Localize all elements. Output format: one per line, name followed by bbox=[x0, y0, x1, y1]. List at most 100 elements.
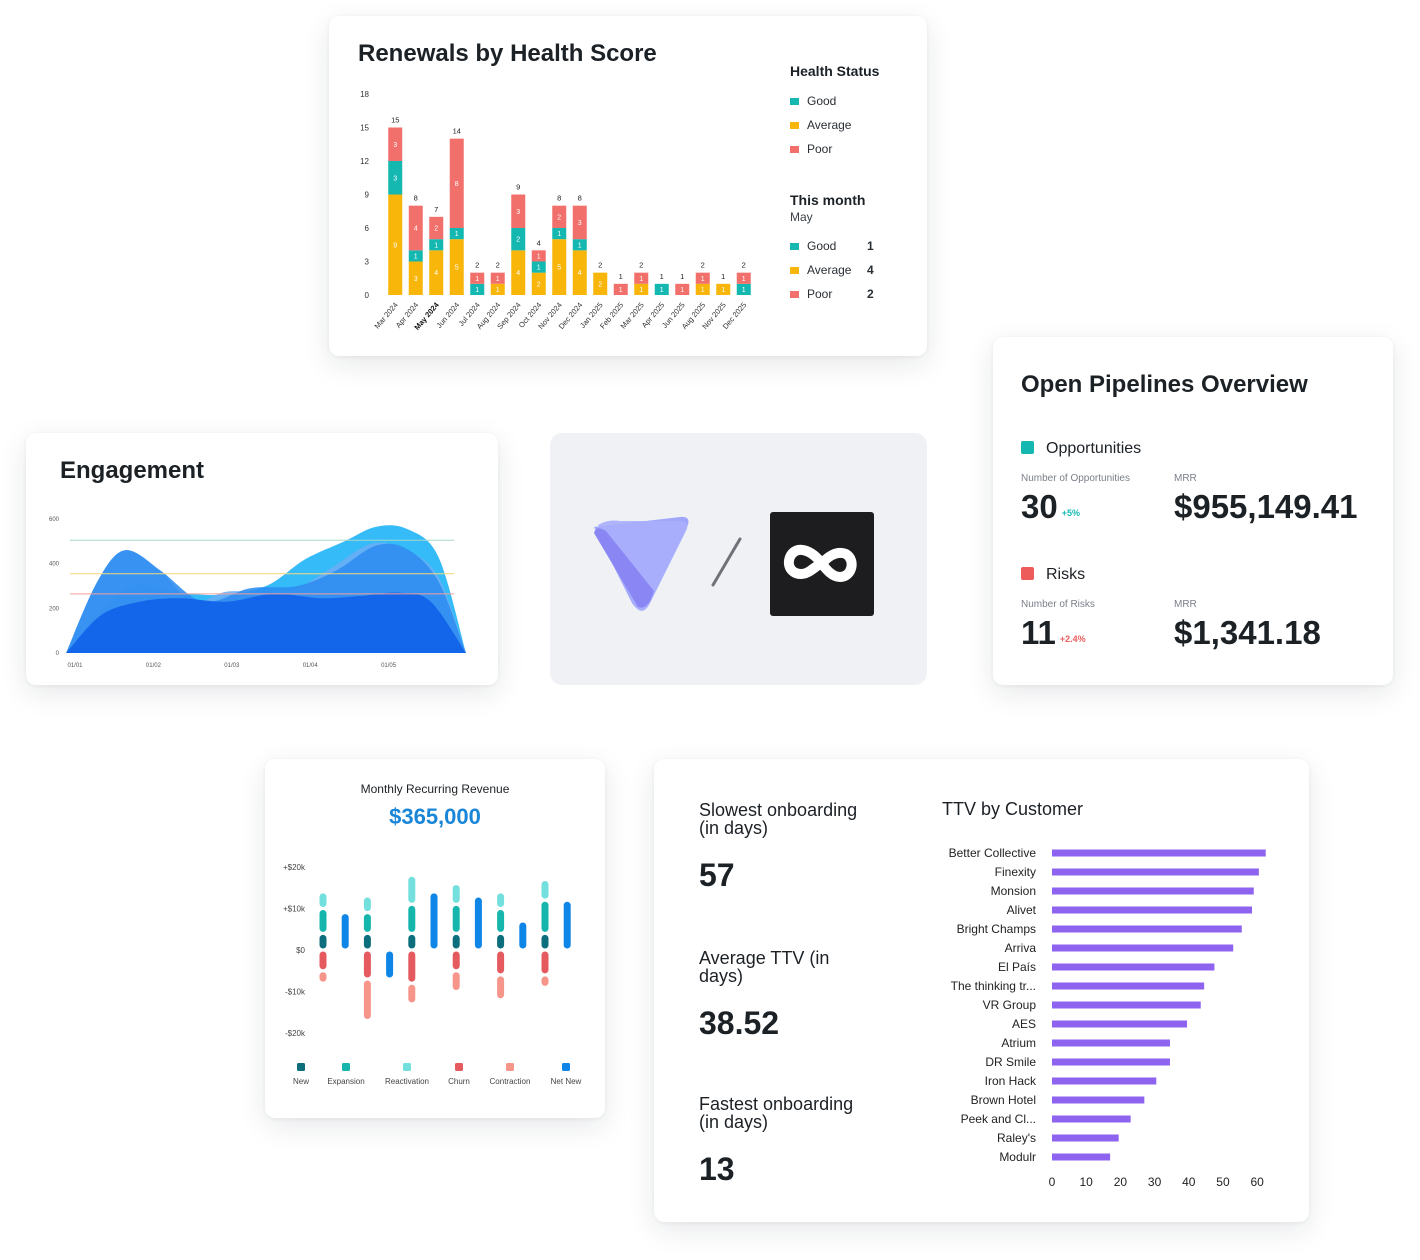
customer-label: Bright Champs bbox=[957, 922, 1036, 936]
bar-segment-contraction bbox=[408, 984, 416, 1003]
ttv-bar bbox=[1052, 1096, 1145, 1104]
bar-segment-good bbox=[429, 239, 444, 251]
segment-value-label: 8 bbox=[455, 181, 459, 188]
bar-total-label: 9 bbox=[516, 183, 520, 192]
legend-swatch bbox=[790, 291, 799, 299]
mrr-title: Monthly Recurring Revenue bbox=[360, 782, 510, 796]
legend-label: Contraction bbox=[490, 1077, 531, 1086]
segment-value-label: 4 bbox=[434, 270, 438, 277]
legend-average[interactable]: Average bbox=[790, 117, 867, 133]
customer-label: Arriva bbox=[1005, 941, 1037, 955]
segment-value-label: 1 bbox=[639, 276, 643, 283]
segment-value-label: 1 bbox=[455, 231, 459, 238]
legend-swatch bbox=[562, 1063, 570, 1071]
legend-label: Reactivation bbox=[385, 1077, 429, 1086]
legend-poor[interactable]: Poor bbox=[790, 141, 867, 157]
segment-value-label: 1 bbox=[660, 287, 664, 294]
bar-segment-contraction bbox=[363, 980, 371, 1020]
fastest-onboarding-label: Fastest onboarding (in days) bbox=[699, 1094, 854, 1132]
bar-segment-new bbox=[541, 934, 549, 949]
customer-label: Iron Hack bbox=[985, 1074, 1037, 1088]
bar-segment-good bbox=[531, 261, 546, 273]
opportunities-label: Opportunities bbox=[1046, 440, 1142, 457]
bar-segment-net-new bbox=[430, 893, 438, 949]
segment-value-label: 5 bbox=[455, 265, 459, 272]
x-tick-label: 01/05 bbox=[381, 663, 397, 669]
legend-swatch bbox=[403, 1063, 411, 1071]
bar-segment-poor bbox=[552, 205, 567, 228]
ttv-chart-title: TTV by Customer bbox=[942, 799, 1084, 819]
opportunities-swatch bbox=[1021, 441, 1034, 454]
segment-value-label: 1 bbox=[475, 276, 479, 283]
customer-label: Raley's bbox=[997, 1131, 1036, 1145]
bar-segment-reactivation bbox=[408, 876, 416, 903]
ttv-bar bbox=[1052, 849, 1266, 857]
y-tick-label: 6 bbox=[365, 224, 370, 233]
bar-segment-new bbox=[452, 934, 460, 949]
opportunities-mrr-value: $955,149.41 bbox=[1174, 488, 1358, 525]
y-tick-label: +$10k bbox=[283, 905, 306, 914]
legend-label: Expansion bbox=[327, 1077, 364, 1086]
engagement-chart: 0 200 400 600 01/01 01/02 01/03 01/04 01/05 bbox=[49, 517, 466, 669]
ttv-bar bbox=[1052, 944, 1234, 952]
ttv-bar bbox=[1052, 1153, 1111, 1161]
x-tick-label: 50 bbox=[1216, 1175, 1230, 1189]
x-tick-label: 01/02 bbox=[146, 663, 162, 669]
logos-graphic bbox=[594, 512, 874, 616]
bar-segment-poor bbox=[675, 283, 690, 295]
legend-label: Average bbox=[807, 118, 852, 132]
pipelines-title: Open Pipelines Overview bbox=[1021, 371, 1308, 398]
legend-label: Good bbox=[807, 94, 837, 108]
legend-swatch bbox=[790, 267, 799, 275]
bar-segment-good bbox=[388, 161, 403, 195]
bar-segment-poor bbox=[613, 283, 628, 295]
slash-divider bbox=[711, 537, 742, 587]
integration-logos-card bbox=[550, 433, 927, 685]
bar-segment-good bbox=[511, 228, 526, 251]
segment-value-label: 1 bbox=[414, 253, 418, 260]
customer-label: Modulr bbox=[999, 1150, 1036, 1164]
opportunities-mrr-label: MRR bbox=[1174, 473, 1197, 484]
bar-total-label: 14 bbox=[453, 127, 461, 136]
bar-total-label: 4 bbox=[537, 238, 541, 247]
segment-value-label: 3 bbox=[393, 142, 397, 149]
y-tick-label: -$20k bbox=[285, 1029, 306, 1038]
mrr-card: Monthly Recurring Revenue $365,000 +$20k… bbox=[265, 759, 605, 1118]
bar-segment-poor bbox=[531, 250, 546, 262]
bar-segment-poor bbox=[449, 138, 464, 228]
bar-segment-expansion bbox=[319, 910, 327, 932]
y-tick-label: 18 bbox=[360, 90, 369, 99]
customer-label: Finexity bbox=[995, 865, 1036, 879]
bar-segment-poor bbox=[388, 127, 403, 161]
bar-segment-reactivation bbox=[497, 893, 505, 907]
bar-segment-contraction bbox=[497, 976, 505, 999]
segment-value-label: 9 bbox=[393, 242, 397, 249]
x-tick-label: 20 bbox=[1114, 1175, 1128, 1189]
ttv-bar bbox=[1052, 925, 1242, 933]
x-tick-label: 0 bbox=[1049, 1175, 1056, 1189]
legend-good[interactable]: Good bbox=[790, 93, 867, 109]
pipelines-card: Open Pipelines Overview Opportunities Nu… bbox=[993, 337, 1393, 685]
x-tick-label: 01/03 bbox=[224, 663, 240, 669]
bar-segment-average bbox=[429, 250, 444, 295]
risks-swatch bbox=[1021, 567, 1034, 580]
bar-segment-churn bbox=[408, 951, 416, 982]
legend-value: 2 bbox=[867, 287, 874, 301]
bar-total-label: 15 bbox=[391, 116, 399, 125]
customer-label: Monsion bbox=[991, 884, 1036, 898]
bar-segment-poor bbox=[572, 205, 587, 240]
bar-segment-average bbox=[572, 250, 587, 295]
bar-total-label: 2 bbox=[742, 261, 746, 270]
legend-label: Poor bbox=[807, 142, 833, 156]
legend-swatch bbox=[790, 122, 799, 130]
bar-segment-average bbox=[634, 283, 649, 295]
bar-total-label: 2 bbox=[701, 261, 705, 270]
legend-label: Net New bbox=[551, 1077, 582, 1086]
renewals-title: Renewals by Health Score bbox=[358, 40, 657, 67]
ttv-bar bbox=[1052, 1115, 1131, 1123]
x-tick-label: 60 bbox=[1250, 1175, 1264, 1189]
bar-segment-net-new bbox=[563, 901, 571, 949]
ttv-bar bbox=[1052, 1001, 1201, 1009]
bar-segment-reactivation bbox=[363, 897, 371, 912]
legend-swatch bbox=[297, 1063, 305, 1071]
